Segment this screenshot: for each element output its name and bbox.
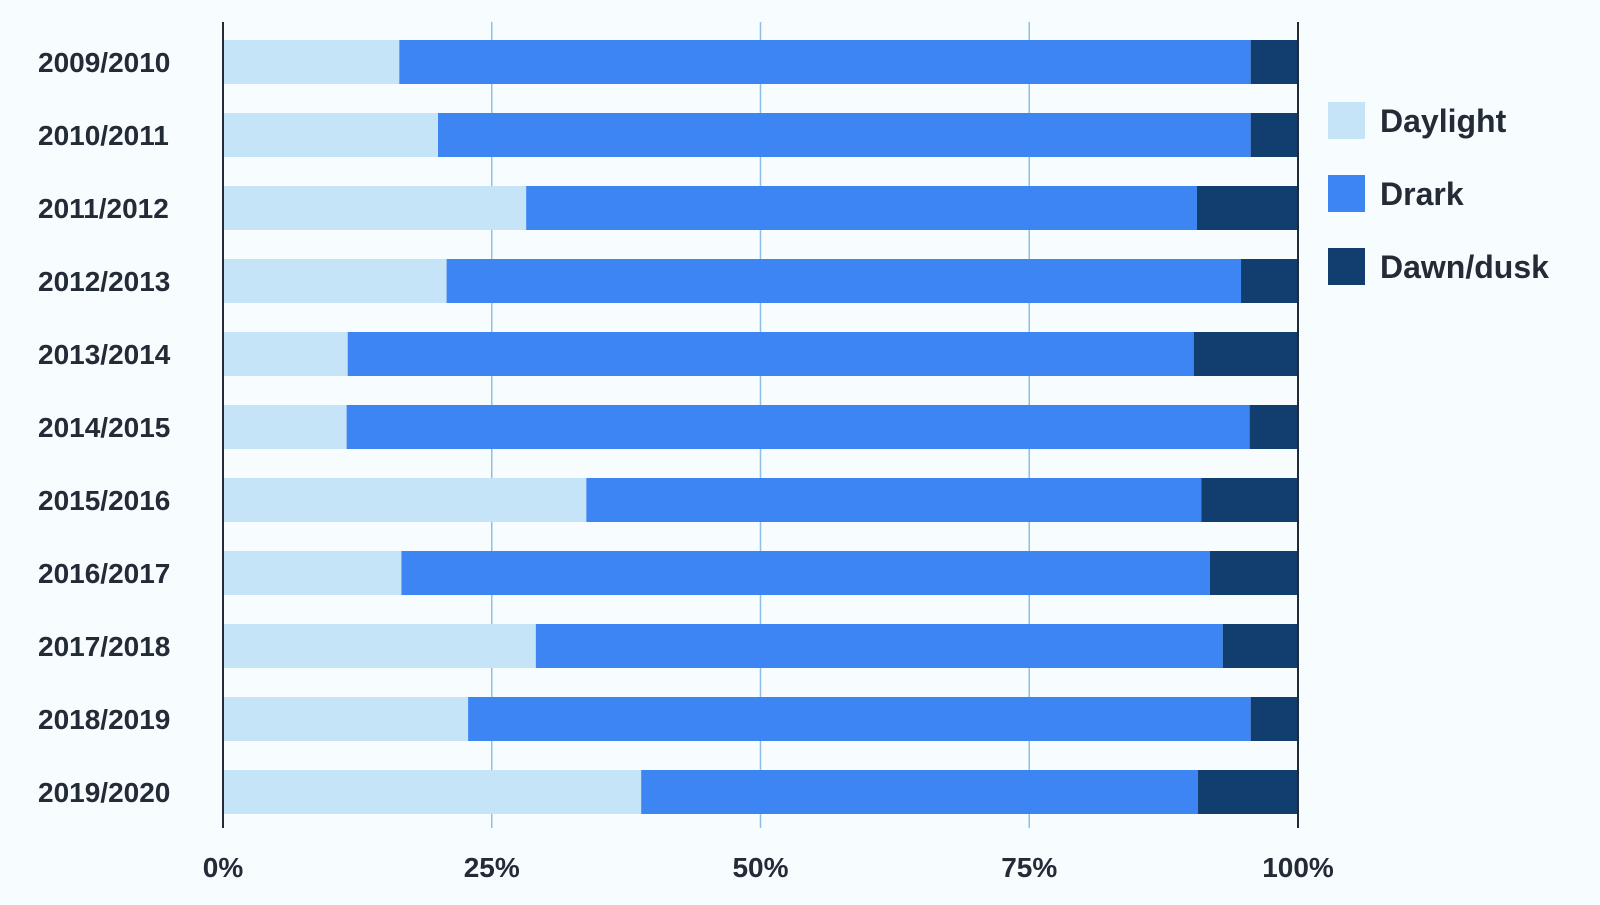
legend-swatch-daylight bbox=[1328, 102, 1365, 139]
bar-segment-daylight bbox=[223, 113, 438, 157]
bar-segment-daylight bbox=[223, 186, 527, 230]
x-tick-label: 100% bbox=[1262, 852, 1334, 883]
x-tick-label: 0% bbox=[203, 852, 244, 883]
category-label: 2019/2020 bbox=[38, 777, 170, 808]
legend-label: Drark bbox=[1380, 176, 1464, 212]
bar-segment-dawn-dusk bbox=[1201, 478, 1298, 522]
axes bbox=[222, 22, 1299, 828]
bar-segment-dawn-dusk bbox=[1222, 624, 1298, 668]
category-label: 2015/2016 bbox=[38, 485, 170, 516]
bar-segment-daylight bbox=[223, 697, 469, 741]
bar-segment-drark bbox=[346, 405, 1250, 449]
bar-segment-drark bbox=[446, 259, 1242, 303]
bar-segment-daylight bbox=[223, 405, 347, 449]
x-tick-label: 50% bbox=[732, 852, 788, 883]
x-tick-label: 75% bbox=[1001, 852, 1057, 883]
bar-segment-drark bbox=[526, 186, 1197, 230]
bar-segment-dawn-dusk bbox=[1250, 40, 1298, 84]
category-label: 2017/2018 bbox=[38, 631, 170, 662]
bar-segment-dawn-dusk bbox=[1241, 259, 1298, 303]
bars bbox=[223, 40, 1298, 814]
bar-segment-daylight bbox=[223, 40, 400, 84]
category-label: 2018/2019 bbox=[38, 704, 170, 735]
bar-segment-drark bbox=[399, 40, 1251, 84]
category-label: 2014/2015 bbox=[38, 412, 170, 443]
bar-segment-dawn-dusk bbox=[1209, 551, 1298, 595]
bar-segment-daylight bbox=[223, 259, 447, 303]
bar-segment-dawn-dusk bbox=[1250, 697, 1298, 741]
bar-segment-dawn-dusk bbox=[1196, 186, 1298, 230]
bar-segment-daylight bbox=[223, 332, 348, 376]
bar-segment-drark bbox=[468, 697, 1251, 741]
category-label: 2011/2012 bbox=[38, 193, 169, 224]
legend: Daylight Drark Dawn/dusk bbox=[1328, 102, 1549, 285]
x-tick-labels: 0% 25% 50% 75% 100% bbox=[203, 852, 1334, 883]
bar-segment-dawn-dusk bbox=[1250, 113, 1298, 157]
category-label: 2010/2011 bbox=[38, 120, 169, 151]
bar-segment-dawn-dusk bbox=[1193, 332, 1298, 376]
bar-segment-drark bbox=[535, 624, 1223, 668]
category-label: 2013/2014 bbox=[38, 339, 171, 370]
x-tick-label: 25% bbox=[464, 852, 520, 883]
category-label: 2012/2013 bbox=[38, 266, 170, 297]
bar-segment-dawn-dusk bbox=[1198, 770, 1298, 814]
legend-label: Dawn/dusk bbox=[1380, 249, 1549, 285]
bar-segment-daylight bbox=[223, 624, 536, 668]
category-label: 2009/2010 bbox=[38, 47, 170, 78]
category-labels: 2009/2010 2010/2011 2011/2012 2012/2013 2013… bbox=[38, 47, 171, 808]
category-label: 2016/2017 bbox=[38, 558, 170, 589]
bar-segment-drark bbox=[401, 551, 1210, 595]
legend-swatch-drark bbox=[1328, 175, 1365, 212]
bar-segment-daylight bbox=[223, 770, 642, 814]
bar-segment-drark bbox=[586, 478, 1202, 522]
legend-label: Daylight bbox=[1380, 103, 1507, 139]
bar-segment-drark bbox=[641, 770, 1199, 814]
bar-segment-daylight bbox=[223, 551, 402, 595]
bar-segment-drark bbox=[347, 332, 1194, 376]
legend-swatch-dawn-dusk bbox=[1328, 248, 1365, 285]
bar-segment-dawn-dusk bbox=[1249, 405, 1298, 449]
bar-segment-daylight bbox=[223, 478, 587, 522]
bar-segment-drark bbox=[438, 113, 1251, 157]
